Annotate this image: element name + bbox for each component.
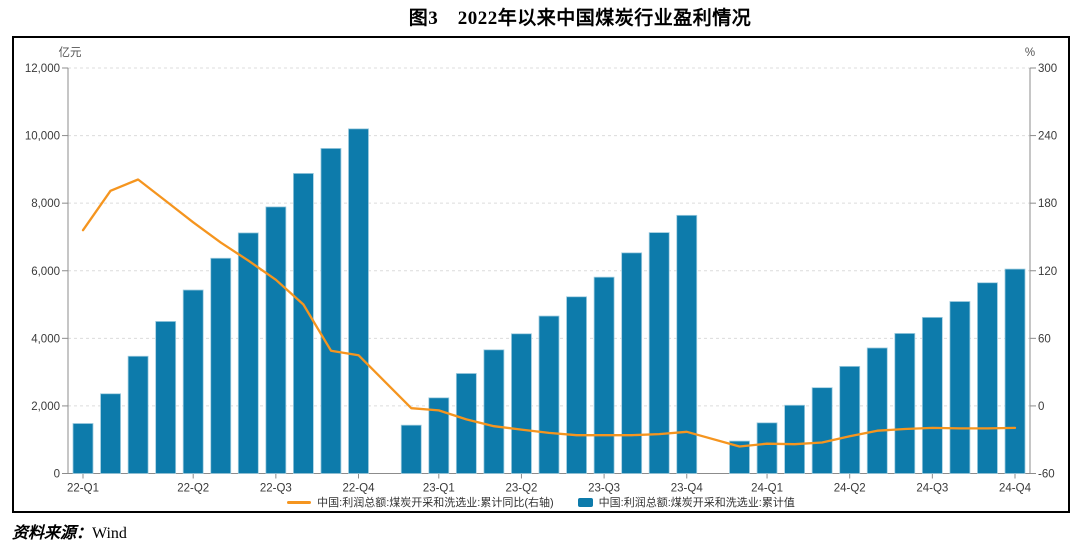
- chart-frame: 12,000 10,000 8,000 6,000 4,000 2,000 0 亿元 300 24…: [12, 36, 1070, 513]
- x-tick-label: 24-Q1: [751, 483, 783, 495]
- x-tick-label: 22-Q4: [343, 483, 376, 495]
- x-axis-ticks: 22-Q1 22-Q2 22-Q3 22-Q4 23-Q1 23-Q2 23-Q3 23-Q4…: [67, 473, 1032, 495]
- left-tick-label: 6,000: [31, 266, 60, 278]
- yoy-line: [81, 178, 1017, 448]
- x-tick-label: 23-Q3: [588, 483, 620, 495]
- x-tick-label: 23-Q4: [671, 483, 704, 495]
- bar: [483, 349, 505, 474]
- bar: [210, 257, 232, 474]
- bar: [784, 404, 805, 474]
- legend-line-label: 中国:利润总额:煤炭开采和洗选业:累计同比(右轴): [317, 497, 554, 509]
- bar: [455, 373, 477, 474]
- right-axis-unit: %: [1025, 47, 1035, 59]
- bar: [676, 214, 698, 474]
- bar: [182, 289, 204, 474]
- x-tick-label: 24-Q4: [999, 483, 1032, 495]
- left-tick-label: 8,000: [31, 198, 60, 210]
- bar: [100, 393, 121, 474]
- right-tick-label: -60: [1038, 469, 1055, 481]
- bar: [756, 422, 778, 474]
- left-tick-label: 10,000: [25, 131, 60, 143]
- left-axis-ticks: 12,000 10,000 8,000 6,000 4,000 2,000 0 亿元: [25, 46, 82, 481]
- chart-title: 图3 2022年以来中国煤炭行业盈利情况: [408, 8, 752, 29]
- bar: [621, 252, 643, 474]
- source-label: 资料来源：: [12, 525, 93, 542]
- left-axis-unit: 亿元: [59, 46, 82, 59]
- bar: [127, 355, 149, 474]
- bar: [155, 321, 177, 474]
- bar: [72, 423, 94, 474]
- bar-series-cumulative-profit: [72, 128, 1026, 474]
- bar: [348, 128, 369, 474]
- x-tick-label: 23-Q1: [423, 483, 455, 495]
- bar: [1004, 268, 1026, 474]
- x-tick-label: 22-Q1: [67, 483, 99, 495]
- bar: [237, 232, 259, 474]
- left-tick-label: 12,000: [25, 63, 60, 75]
- legend-item-yoy-line: 中国:利润总额:煤炭开采和洗选业:累计同比(右轴): [287, 494, 554, 510]
- x-tick-label: 24-Q2: [834, 483, 866, 495]
- right-tick-label: 0: [1038, 401, 1044, 413]
- bar: [811, 387, 833, 474]
- bar: [866, 347, 888, 474]
- x-tick-label: 22-Q2: [177, 483, 209, 495]
- bar: [511, 333, 532, 474]
- bar: [949, 301, 971, 474]
- bar: [648, 232, 670, 474]
- chart-plot: 12,000 10,000 8,000 6,000 4,000 2,000 0 亿元 300 24…: [25, 46, 1057, 495]
- legend-bar-label: 中国:利润总额:煤炭开采和洗选业:累计值: [598, 497, 795, 509]
- bar: [292, 173, 314, 474]
- bar: [320, 148, 342, 474]
- source-value: Wind: [92, 525, 127, 542]
- legend: 中国:利润总额:煤炭开采和洗选业:累计同比(右轴) 中国:利润总额:煤炭开采和洗…: [14, 494, 1068, 510]
- x-tick-label: 22-Q3: [260, 483, 292, 495]
- bar: [538, 315, 560, 474]
- bar: [400, 424, 422, 474]
- bar: [566, 296, 587, 474]
- bar: [839, 365, 861, 474]
- left-tick-label: 0: [54, 469, 60, 481]
- left-tick-label: 2,000: [31, 401, 60, 413]
- bar: [921, 316, 943, 474]
- legend-item-cumulative-bar: 中国:利润总额:煤炭开采和洗选业:累计值: [577, 494, 795, 510]
- x-tick-label: 23-Q2: [505, 483, 537, 495]
- source-note: 资料来源：Wind: [12, 519, 127, 543]
- bar: [729, 440, 750, 474]
- right-tick-label: 180: [1038, 198, 1057, 210]
- bar: [894, 333, 916, 474]
- left-tick-label: 4,000: [31, 333, 60, 345]
- bar: [428, 397, 450, 474]
- bar-series-swatch: [577, 497, 593, 507]
- bar: [265, 206, 287, 474]
- x-tick-label: 24-Q3: [916, 483, 948, 495]
- line-series-swatch: [287, 500, 312, 504]
- bar: [593, 276, 615, 474]
- right-axis-ticks: 300 240 180 120 60 0 -60%: [1025, 47, 1057, 481]
- right-tick-label: 240: [1038, 131, 1057, 143]
- bar: [977, 282, 998, 474]
- right-tick-label: 120: [1038, 266, 1057, 278]
- right-tick-label: 60: [1038, 333, 1051, 345]
- right-tick-label: 300: [1038, 63, 1057, 75]
